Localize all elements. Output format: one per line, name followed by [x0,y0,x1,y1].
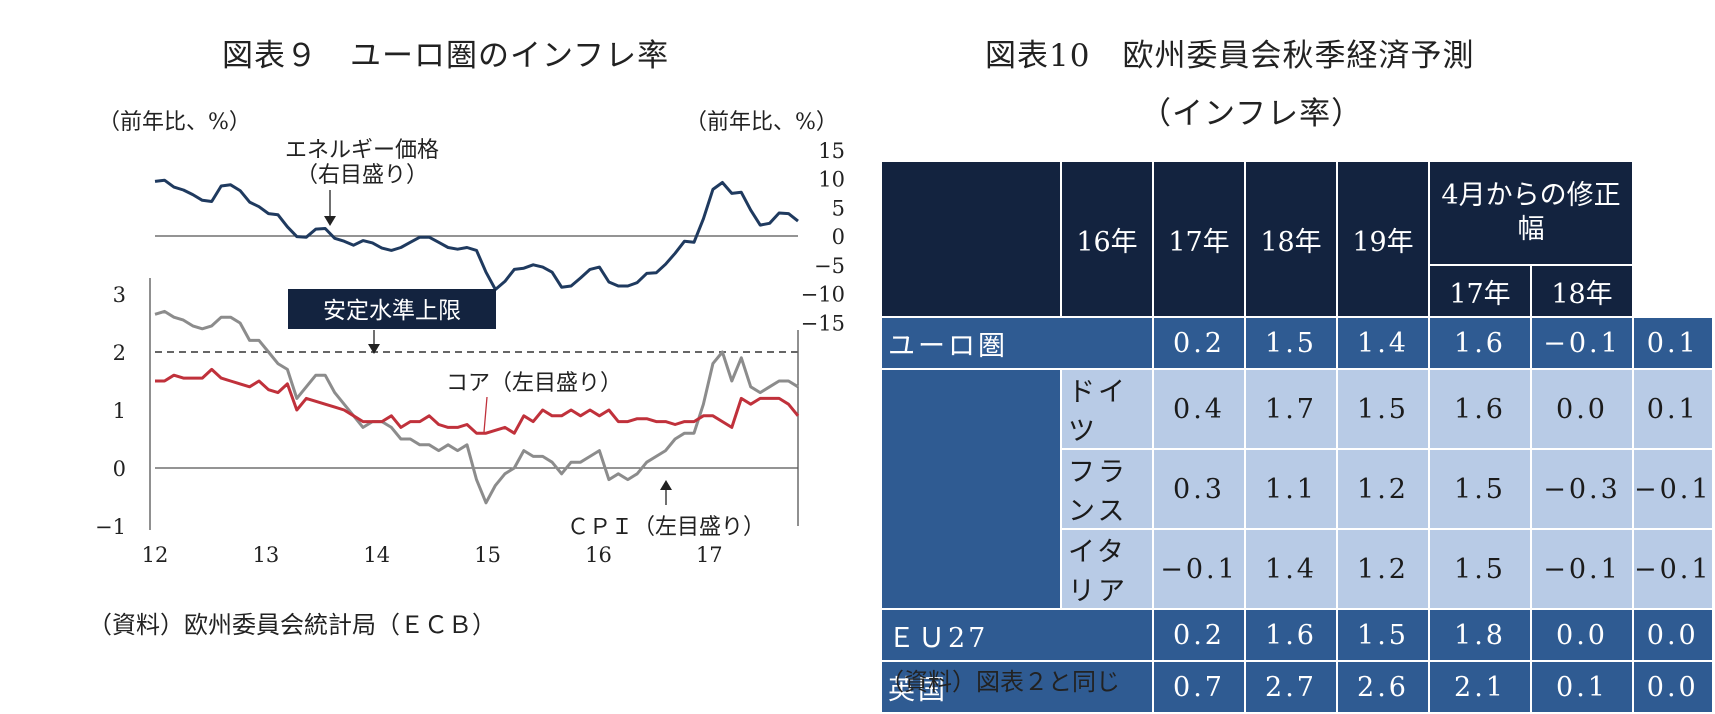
x-tick-label: 15 [474,543,501,567]
table-cell: 1.8 [1429,609,1531,661]
left-tick-label: 1 [113,399,126,423]
table-cell: 2.7 [1245,661,1337,713]
x-tick-label: 12 [142,543,169,567]
table-cell: −0.1 [1153,529,1245,609]
table-cell: 1.4 [1337,317,1429,369]
table-cell: 2.6 [1337,661,1429,713]
core-annotation: コア（左目盛り） [446,371,622,396]
energy-annotation: エネルギー価格 [285,138,439,163]
forecast-table: 16年 17年 18年 19年 4月からの修正幅 17年 18年 ユーロ圏 0.2… [880,160,1714,714]
table-cell: −0.1 [1531,529,1633,609]
table-cell: 1.2 [1337,449,1429,529]
row-label: ドイツ [1061,369,1153,449]
header-revision: 4月からの修正幅 [1429,161,1633,265]
left-source-note: （資料）欧州委員会統計局（ＥＣＢ） [88,605,496,640]
table-cell: −0.1 [1633,529,1713,609]
core-pointer-line [484,397,487,432]
table-cell: 0.1 [1633,317,1713,369]
right-tick-label: 15 [818,139,845,163]
header-rev-18: 18年 [1531,265,1633,317]
x-tick-label: 16 [585,543,612,567]
table-cell: 0.1 [1531,661,1633,713]
table-cell: 1.4 [1245,529,1337,609]
table-cell: 0.3 [1153,449,1245,529]
right-tick-label: −15 [801,311,845,335]
header-year-18: 18年 [1245,161,1337,317]
left-tick-label: −1 [95,515,126,539]
right-tick-label: −10 [801,283,845,307]
header-year-17: 17年 [1153,161,1245,317]
header-rev-17: 17年 [1429,265,1531,317]
target-pointer-arrowhead [368,344,380,354]
table-cell: 1.5 [1245,317,1337,369]
row-label: ＥＵ27 [881,609,1153,661]
right-tick-label: −5 [814,254,845,278]
right-tick-label: 5 [832,196,845,220]
table-subtitle: （インフレ率） [1140,88,1363,133]
right-source-note: （資料）図表２と同じ [880,662,1120,697]
left-tick-label: 3 [113,283,126,307]
table-cell: −0.3 [1531,449,1633,529]
target-label: 安定水準上限 [323,298,461,324]
header-year-16: 16年 [1061,161,1153,317]
energy-pointer-arrowhead [324,216,336,226]
table-cell: 1.5 [1429,529,1531,609]
right-tick-label: 0 [832,225,845,249]
row-label: フランス [1061,449,1153,529]
right-tick-label: 10 [818,168,845,192]
row-label: ユーロ圏 [881,317,1153,369]
table-cell: 0.4 [1153,369,1245,449]
table-title: 図表10 欧州委員会秋季経済予測 [985,30,1474,75]
table-cell: 0.0 [1633,609,1713,661]
x-tick-label: 17 [696,543,723,567]
table-cell: 0.7 [1153,661,1245,713]
table-cell: 1.5 [1429,449,1531,529]
table-cell: 1.6 [1429,317,1531,369]
table-cell: −0.1 [1633,449,1713,529]
table-cell: 0.2 [1153,609,1245,661]
table-cell: 1.5 [1337,369,1429,449]
table-cell: 0.2 [1153,317,1245,369]
table-row: ユーロ圏 0.2 1.5 1.4 1.6 −0.1 0.1 [881,317,1713,369]
header-year-19: 19年 [1337,161,1429,317]
table-cell: 1.2 [1337,529,1429,609]
energy-annotation-axis: （右目盛り） [296,163,428,188]
table-cell: 1.7 [1245,369,1337,449]
cpi-annotation: ＣＰＩ（左目盛り） [567,515,765,540]
cpi-pointer-arrowhead [660,480,672,490]
row-label: イタリア [1061,529,1153,609]
left-tick-label: 2 [113,341,126,365]
series-line-energy [155,180,798,289]
table-row: ドイツ 0.4 1.7 1.5 1.6 0.0 0.1 [881,369,1713,449]
table-cell: 1.1 [1245,449,1337,529]
left-tick-label: 0 [113,457,126,481]
table-cell: 0.0 [1531,369,1633,449]
table-cell: 0.0 [1633,661,1713,713]
indent-bar [881,369,1061,609]
table-cell: 2.1 [1429,661,1531,713]
table-row: ＥＵ27 0.2 1.6 1.5 1.8 0.0 0.0 [881,609,1713,661]
table-cell: −0.1 [1531,317,1633,369]
table-cell: 0.0 [1531,609,1633,661]
x-tick-label: 13 [252,543,279,567]
table-cell: 0.1 [1633,369,1713,449]
series-line-cpi [155,311,798,502]
table-cell: 1.6 [1429,369,1531,449]
table-cell: 1.5 [1337,609,1429,661]
table-cell: 1.6 [1245,609,1337,661]
x-tick-label: 14 [363,543,390,567]
table-corner [881,161,1061,317]
